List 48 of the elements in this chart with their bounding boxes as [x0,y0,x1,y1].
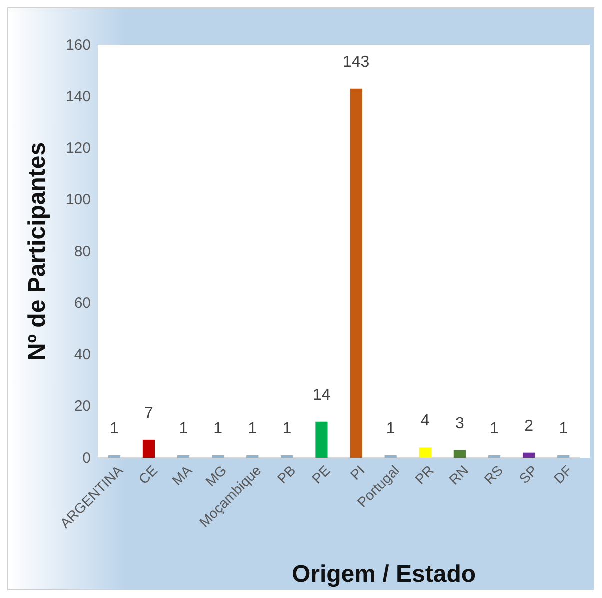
bar [281,455,294,458]
y-tick-label: 100 [66,192,91,209]
bar [212,455,224,458]
bar [522,452,536,458]
x-tick-label: PR [412,462,437,488]
x-tick-label: PE [308,462,334,487]
bar [558,455,570,458]
data-label: 4 [420,412,430,430]
data-label: 1 [386,420,396,438]
bar [384,455,397,458]
data-label: 2 [524,418,534,435]
y-axis-title: Nº de Participantes [24,142,51,361]
data-label: 143 [342,54,370,71]
y-tick-label: 80 [74,243,91,260]
bar [142,440,156,458]
y-tick-label: 160 [66,36,91,54]
x-tick-label: CE [135,462,161,488]
data-label: 14 [312,386,331,404]
data-label: 1 [110,420,119,438]
data-label: 1 [248,420,258,438]
data-label: 1 [179,420,188,438]
y-tick-label: 40 [74,346,91,364]
bar [177,455,190,458]
data-label: 7 [144,404,154,422]
x-tick-label: RS [481,462,506,488]
bar [316,422,328,458]
x-tick-label: RN [446,462,472,488]
data-label: 1 [282,420,292,438]
bar [246,455,259,458]
bar [350,88,362,458]
y-tick-label: 60 [74,294,91,312]
bar [488,455,501,458]
y-tick-label: 0 [82,450,91,467]
data-label: 1 [559,420,568,438]
y-tick-label: 140 [66,88,91,106]
bar [108,455,120,458]
x-tick-label: PB [274,462,299,487]
bar [419,448,432,458]
data-label: 1 [214,420,223,438]
x-tick-label: SP [516,462,541,487]
y-tick-label: 120 [66,140,91,158]
x-tick-label: MA [168,462,196,488]
y-tick-label: 20 [74,398,91,416]
x-tick-label: DF [550,462,576,487]
data-label: 3 [455,415,464,432]
data-label: 1 [490,420,500,438]
x-axis-title: Origem / Estado [292,561,476,588]
bar [454,450,466,458]
